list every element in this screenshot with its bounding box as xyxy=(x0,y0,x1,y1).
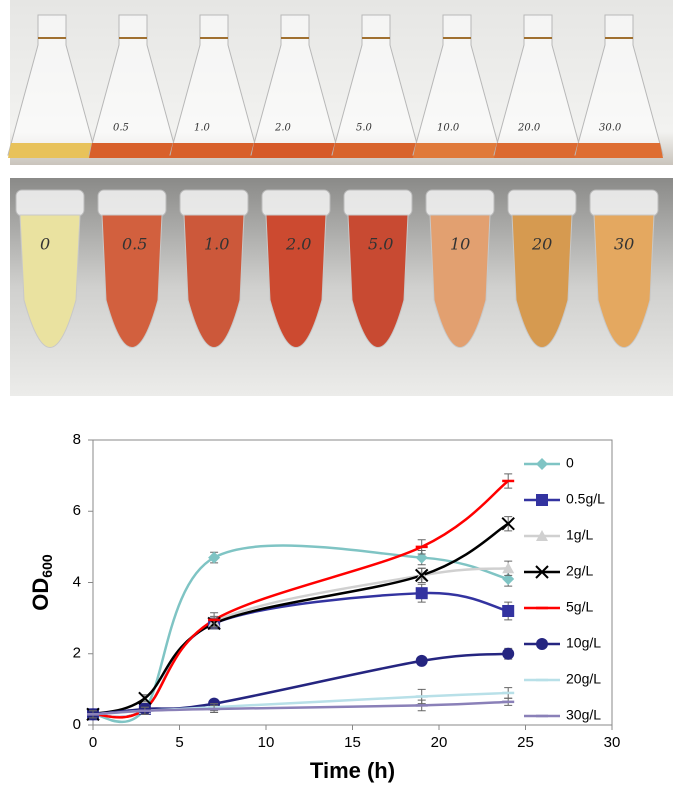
flask-liquid xyxy=(251,143,339,158)
tube-label: 0 xyxy=(40,235,50,254)
flask-liquid xyxy=(170,143,258,158)
legend-label: 2g/L xyxy=(566,563,593,579)
marker xyxy=(502,605,515,617)
marker xyxy=(138,691,152,705)
tube xyxy=(347,214,409,348)
legend-label: 1g/L xyxy=(566,527,593,543)
series-lines xyxy=(92,479,509,724)
tube-label: 20 xyxy=(531,235,552,254)
flask-label: 2.0 xyxy=(274,123,292,134)
legend-label: 20g/L xyxy=(566,671,601,687)
tube-label: 30 xyxy=(614,235,634,254)
tube-label: 0.5 xyxy=(122,235,147,254)
y-tick-label: 2 xyxy=(73,645,81,662)
marker xyxy=(535,565,549,579)
legend: 0 0.5g/L 1g/L 2g/L 5g/L 10g/L 20g/L 30g/L xyxy=(524,455,605,723)
tube-cap xyxy=(507,189,577,217)
x-tick-label: 20 xyxy=(431,734,448,751)
tube xyxy=(183,214,245,348)
flask-label: 1.0 xyxy=(194,123,211,134)
marker xyxy=(536,494,548,506)
x-tick-label: 10 xyxy=(258,734,275,751)
tube-cap xyxy=(589,189,659,217)
tube-label: 1.0 xyxy=(204,235,229,254)
chart: 0 5 10 15 20 25 30 0 2 4 6 8 Time (h) OD600 0 0.5g/L 1g/… xyxy=(28,431,621,783)
photo-content: 0.5 1.0 2.0 5.0 10.0 20.0 30.0 0 0.5 1.0 2.0 5.0 10 2… xyxy=(7,14,664,348)
tube-cap xyxy=(261,189,331,217)
tube-label: 2.0 xyxy=(285,235,311,254)
marker xyxy=(501,517,515,531)
x-tick-label: 0 xyxy=(89,734,97,751)
marker xyxy=(415,654,428,667)
marker xyxy=(536,638,548,650)
marker xyxy=(415,587,428,600)
legend-label: 0 xyxy=(566,455,574,471)
flask-label: 5.0 xyxy=(356,123,373,134)
flask xyxy=(574,14,664,156)
y-tick-label: 6 xyxy=(73,502,81,519)
y-axis-label-subscript: 600 xyxy=(39,554,55,578)
x-tick-label: 15 xyxy=(344,734,361,751)
flask-liquid xyxy=(8,143,96,158)
tube xyxy=(265,214,327,348)
flask-liquid xyxy=(494,143,582,158)
marker xyxy=(502,647,515,660)
marker xyxy=(536,458,548,470)
tube xyxy=(593,214,655,348)
tube-label: 5.0 xyxy=(368,235,393,254)
tube-cap xyxy=(179,189,249,217)
y-tick-label: 4 xyxy=(73,573,81,590)
x-axis-label: Time (h) xyxy=(310,758,395,783)
marker xyxy=(502,562,515,574)
flask-liquid xyxy=(332,143,420,158)
y-tick-label: 0 xyxy=(73,716,81,733)
tube xyxy=(101,214,163,348)
marker xyxy=(208,551,221,564)
series-markers xyxy=(86,473,515,722)
flask-label: 30.0 xyxy=(599,123,622,134)
marker xyxy=(415,551,428,564)
tube xyxy=(429,214,491,348)
x-tick-label: 30 xyxy=(604,734,621,751)
x-tick-label: 5 xyxy=(175,734,183,751)
tube-cap xyxy=(425,189,495,217)
legend-label: 0.5g/L xyxy=(566,491,605,507)
tube-cap xyxy=(15,189,85,217)
tube xyxy=(19,214,81,348)
legend-label: 5g/L xyxy=(566,599,593,615)
flask-liquid xyxy=(575,143,663,158)
tube-label: 10 xyxy=(450,235,470,254)
plot-frame xyxy=(92,439,613,726)
marker xyxy=(414,568,429,583)
tube xyxy=(511,214,573,348)
tube-cap xyxy=(343,189,413,217)
marker xyxy=(536,530,548,541)
flask-label: 10.0 xyxy=(437,123,460,134)
y-axis-label-main: OD xyxy=(28,578,53,611)
flask-label: 20.0 xyxy=(517,123,541,134)
y-axis-label: OD600 xyxy=(28,554,55,611)
flask-liquid xyxy=(89,143,177,158)
legend-label: 30g/L xyxy=(566,707,601,723)
y-tick-label: 8 xyxy=(73,431,81,448)
marker xyxy=(502,572,515,585)
legend-label: 10g/L xyxy=(566,635,601,651)
flask-label: 0.5 xyxy=(113,123,129,134)
tube-cap xyxy=(97,189,167,217)
x-tick-label: 25 xyxy=(517,734,534,751)
flask-liquid xyxy=(413,143,501,158)
